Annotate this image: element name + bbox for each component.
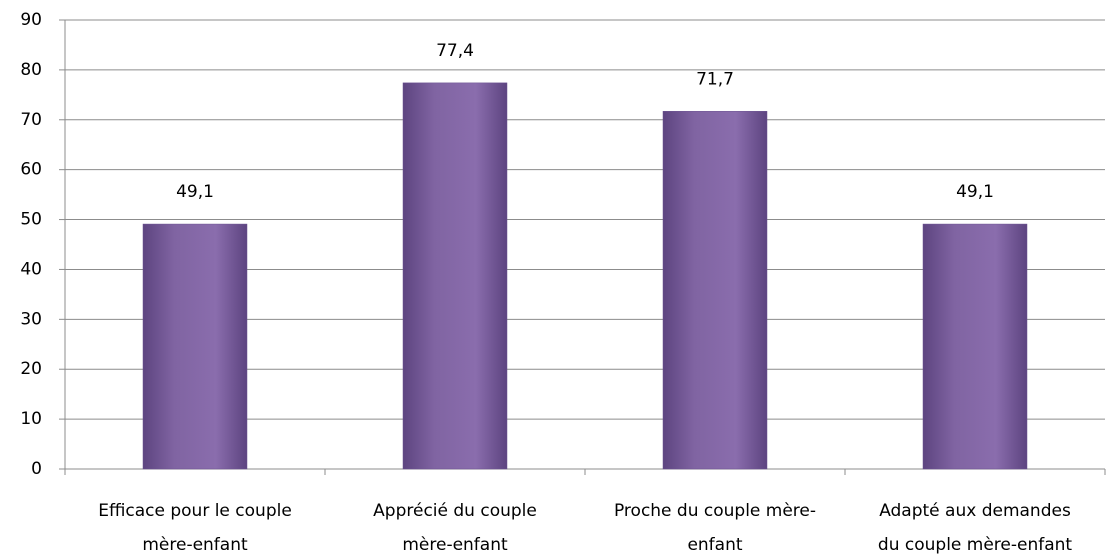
y-tick-label: 50 — [20, 210, 42, 230]
y-tick-label: 70 — [20, 110, 42, 130]
y-tick-label: 0 — [31, 459, 42, 479]
x-tick-label: mère-enfant — [142, 535, 248, 555]
data-label: 71,7 — [696, 69, 734, 89]
y-tick-label: 30 — [20, 309, 42, 329]
data-label: 49,1 — [176, 182, 214, 202]
y-tick-label: 80 — [20, 60, 42, 80]
bar — [662, 111, 768, 470]
bar — [402, 82, 508, 470]
x-tick-label: mère-enfant — [402, 535, 508, 555]
x-tick-label: Efficace pour le couple — [98, 501, 292, 521]
y-tick-label: 10 — [20, 409, 42, 429]
x-tick-label: enfant — [687, 535, 742, 555]
y-tick-label: 90 — [20, 10, 42, 30]
y-tick-label: 40 — [20, 259, 42, 279]
x-tick-label: du couple mère-enfant — [878, 535, 1073, 555]
data-label: 49,1 — [956, 182, 994, 202]
data-label: 77,4 — [436, 41, 474, 61]
x-tick-label: Apprécié du couple — [373, 501, 537, 521]
x-tick-label: Proche du couple mère- — [614, 501, 816, 521]
y-tick-label: 60 — [20, 160, 42, 180]
bar — [922, 223, 1028, 470]
bar — [142, 223, 248, 470]
x-tick-label: Adapté aux demandes — [879, 501, 1071, 521]
y-tick-label: 20 — [20, 359, 42, 379]
